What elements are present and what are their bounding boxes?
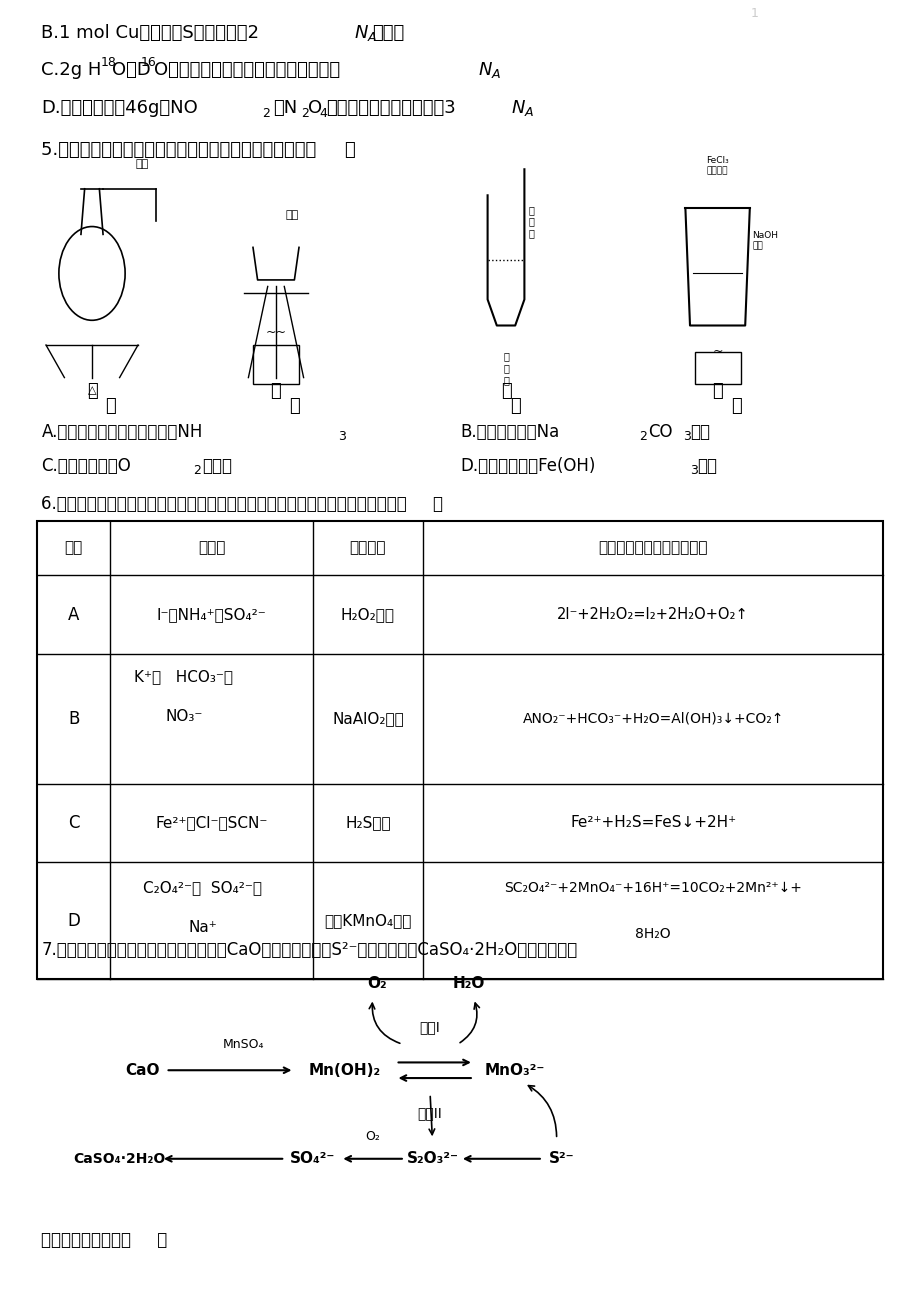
Text: 固体: 固体	[689, 423, 709, 441]
Bar	[253, 345, 299, 384]
Text: I⁻、NH₄⁺、SO₄²⁻: I⁻、NH₄⁺、SO₄²⁻	[156, 607, 267, 622]
Text: 甲: 甲	[86, 381, 97, 400]
Text: ~: ~	[711, 345, 722, 358]
Text: 个电子: 个电子	[372, 23, 404, 42]
Text: H₂O: H₂O	[452, 975, 485, 991]
Text: D.常温常压下，46g的NO: D.常温常压下，46g的NO	[41, 99, 198, 117]
Text: B.1 mol Cu与足量的S反应，失去2: B.1 mol Cu与足量的S反应，失去2	[41, 23, 259, 42]
Text: O₂: O₂	[367, 975, 387, 991]
Text: 坩埚: 坩埚	[285, 210, 298, 220]
Text: D: D	[67, 911, 80, 930]
Text: 16: 16	[141, 56, 156, 69]
Bar	[37, 521, 882, 979]
Text: C.装置丙：测量O: C.装置丙：测量O	[41, 457, 131, 475]
Text: O与D: O与D	[112, 61, 151, 79]
Text: S²⁻: S²⁻	[548, 1151, 573, 1167]
Text: 乙: 乙	[270, 381, 281, 400]
Text: SO₄²⁻: SO₄²⁻	[289, 1151, 335, 1167]
Text: 胶体: 胶体	[697, 457, 717, 475]
Text: NO₃⁻: NO₃⁻	[165, 708, 202, 724]
Text: 丙: 丙	[509, 397, 520, 415]
Bar	[694, 352, 740, 384]
Text: 丁: 丁	[730, 397, 741, 415]
Text: 4: 4	[319, 107, 327, 120]
Text: △: △	[87, 385, 96, 396]
Text: B: B	[68, 710, 79, 728]
Text: 过程II: 过程II	[417, 1107, 442, 1121]
Text: SC₂O₄²⁻+2MnO₄⁻+16H⁺=10CO₂+2Mn²⁺↓+: SC₂O₄²⁻+2MnO₄⁻+16H⁺=10CO₂+2Mn²⁺↓+	[504, 881, 801, 894]
Text: S₂O₃²⁻: S₂O₃²⁻	[406, 1151, 458, 1167]
Text: Fe²⁺+H₂S=FeS↓+2H⁺: Fe²⁺+H₂S=FeS↓+2H⁺	[570, 815, 735, 831]
Text: Mn(OH)₂: Mn(OH)₂	[309, 1062, 380, 1078]
Text: CaSO₄·2H₂O: CaSO₄·2H₂O	[74, 1152, 165, 1165]
Text: K⁺、   HCO₃⁻、: K⁺、 HCO₃⁻、	[134, 669, 233, 685]
Text: H₂O₂溶液: H₂O₂溶液	[341, 607, 394, 622]
Text: Fe²⁺、Cl⁻、SCN⁻: Fe²⁺、Cl⁻、SCN⁻	[155, 815, 267, 831]
Text: 过程I: 过程I	[419, 1019, 440, 1034]
Text: 乙: 乙	[289, 397, 300, 415]
Text: 选项: 选项	[64, 540, 83, 556]
Text: 8H₂O: 8H₂O	[635, 927, 670, 940]
Text: C: C	[68, 814, 79, 832]
Text: 下列说法错误的是（     ）: 下列说法错误的是（ ）	[41, 1230, 167, 1249]
Text: 甲: 甲	[105, 397, 116, 415]
Text: 混合气体含有的原子数为3: 混合气体含有的原子数为3	[326, 99, 456, 117]
Text: 3: 3	[689, 464, 698, 477]
Text: 离子组: 离子组	[198, 540, 225, 556]
Text: H₂S气体: H₂S气体	[345, 815, 391, 831]
Text: 2: 2	[262, 107, 270, 120]
Text: O: O	[308, 99, 322, 117]
Text: 的体积: 的体积	[202, 457, 233, 475]
Text: 18: 18	[100, 56, 116, 69]
Text: NaOH
溶液: NaOH 溶液	[752, 232, 777, 250]
Text: D.装置丁：制备Fe(OH): D.装置丁：制备Fe(OH)	[460, 457, 595, 475]
Text: 加入试剂: 加入试剂	[349, 540, 386, 556]
Text: 2: 2	[301, 107, 309, 120]
Text: 和N: 和N	[273, 99, 297, 117]
Text: FeCl₃
饱和溶液: FeCl₃ 饱和溶液	[706, 156, 728, 176]
Text: 7.利用空气催化氧化法除掉电石渣浆（含CaO）上层清液中的S²⁻并制取石膏（CaSO₄·2H₂O）的过程如图: 7.利用空气催化氧化法除掉电石渣浆（含CaO）上层清液中的S²⁻并制取石膏（Ca…	[41, 941, 577, 960]
Text: 2: 2	[639, 430, 647, 443]
Text: $N_A$: $N_A$	[354, 22, 377, 43]
Text: CO: CO	[647, 423, 672, 441]
Text: 丁: 丁	[711, 381, 722, 400]
Text: ~~: ~~	[266, 326, 286, 339]
Text: 2I⁻+2H₂O₂=I₂+2H₂O+O₂↑: 2I⁻+2H₂O₂=I₂+2H₂O+O₂↑	[557, 607, 748, 622]
Text: 加入试剂后发生的离子反应: 加入试剂后发生的离子反应	[597, 540, 708, 556]
Text: 量
气
管: 量 气 管	[528, 204, 534, 238]
Text: 3: 3	[682, 430, 690, 443]
Text: CaO: CaO	[125, 1062, 160, 1078]
Text: O₂: O₂	[365, 1130, 380, 1143]
Text: 5.使用下列实验装置进行实验，可以达到实验目的的是（     ）: 5.使用下列实验装置进行实验，可以达到实验目的的是（ ）	[41, 141, 356, 159]
Text: B.装置乙：灼烧Na: B.装置乙：灼烧Na	[460, 423, 559, 441]
Text: Na⁺: Na⁺	[187, 919, 217, 935]
Text: 丙: 丙	[500, 381, 511, 400]
Text: 3: 3	[338, 430, 346, 443]
Text: 2: 2	[193, 464, 201, 477]
Text: $N_A$: $N_A$	[478, 60, 501, 81]
Text: NaAlO₂溶液: NaAlO₂溶液	[332, 711, 403, 727]
Text: 水
准
管: 水 准 管	[503, 352, 508, 384]
Text: 酸性KMnO₄溶液: 酸性KMnO₄溶液	[324, 913, 411, 928]
Text: 棉花: 棉花	[136, 159, 149, 169]
Text: $N_A$: $N_A$	[510, 98, 533, 118]
Text: C₂O₄²⁻、  SO₄²⁻、: C₂O₄²⁻、 SO₄²⁻、	[142, 880, 262, 896]
Text: A: A	[68, 605, 79, 624]
Text: ANO₂⁻+HCO₃⁻+H₂O=Al(OH)₃↓+CO₂↑: ANO₂⁻+HCO₃⁻+H₂O=Al(OH)₃↓+CO₂↑	[522, 712, 783, 725]
Text: C.2g H: C.2g H	[41, 61, 102, 79]
Text: MnSO₄: MnSO₄	[222, 1038, 265, 1051]
Text: 1: 1	[750, 7, 757, 20]
Text: O的混合物中所含中子、电子数目均为: O的混合物中所含中子、电子数目均为	[153, 61, 339, 79]
Text: MnO₃²⁻: MnO₃²⁻	[484, 1062, 545, 1078]
Text: A.装置甲：制备并收集纯净的NH: A.装置甲：制备并收集纯净的NH	[41, 423, 202, 441]
Text: 6.下列各组离子能大量共存，且加入相应试剂后发生反应的离子方程式正确的是（     ）: 6.下列各组离子能大量共存，且加入相应试剂后发生反应的离子方程式正确的是（ ）	[41, 495, 443, 513]
